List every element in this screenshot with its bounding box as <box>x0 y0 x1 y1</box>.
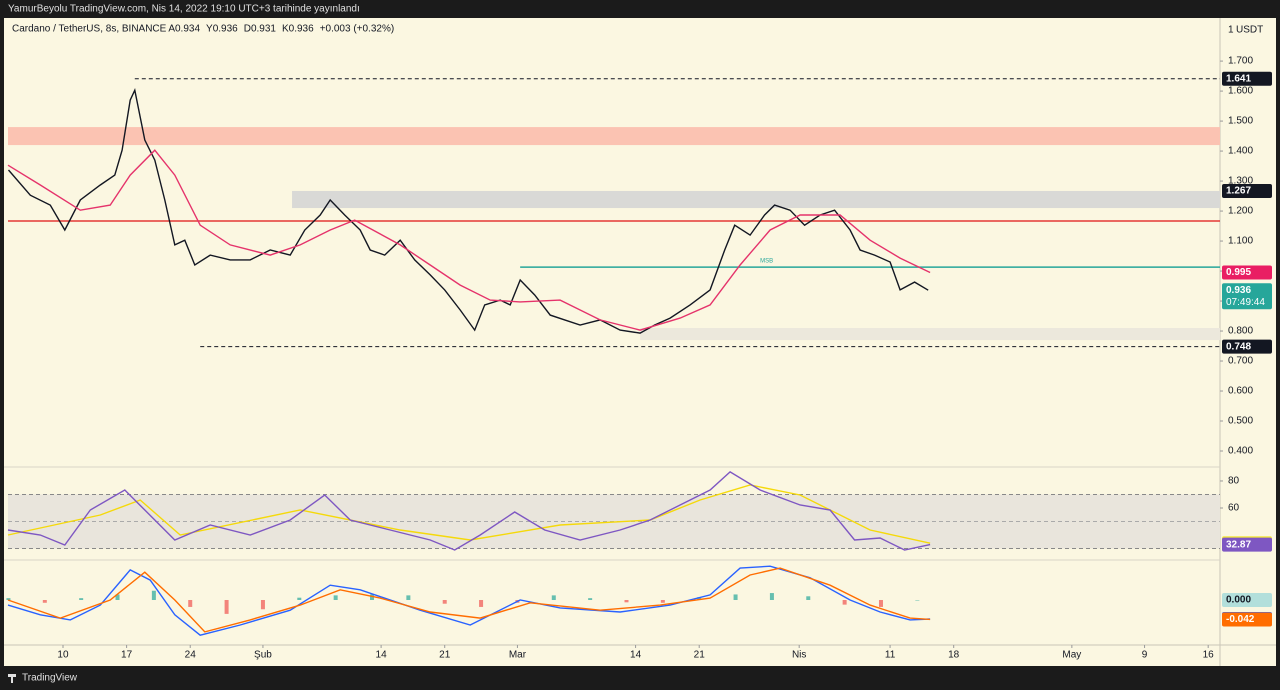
histogram-bar <box>588 598 593 600</box>
x-tick-label: 21 <box>439 650 451 661</box>
ohlc-item: +0.003 (+0.32%) <box>320 24 395 35</box>
histogram-bar <box>224 600 229 614</box>
ohlc-legend: A0.934 Y0.936 D0.931 K0.936 +0.003 (+0.32%) <box>168 24 394 35</box>
histogram-bar <box>806 596 811 600</box>
histogram-bar <box>406 595 411 600</box>
price-label-box <box>1222 339 1272 354</box>
countdown: 07:49:44 <box>1226 297 1265 308</box>
y-tick-label: 0.400 <box>1228 446 1253 457</box>
histogram-last-label-box <box>1222 593 1272 607</box>
histogram-bar <box>551 595 556 600</box>
series-line <box>7 471 931 551</box>
histogram-bar <box>297 597 302 600</box>
x-tick-label: 10 <box>57 650 69 661</box>
x-tick-label: 17 <box>121 650 133 661</box>
histogram-bar <box>442 600 447 604</box>
x-tick-label: Şub <box>254 650 272 661</box>
x-tick-label: 18 <box>948 650 960 661</box>
x-tick-label: 21 <box>694 650 706 661</box>
x-tick-label: Nis <box>792 650 806 661</box>
x-tick-label: 14 <box>630 650 642 661</box>
histogram-bar <box>479 600 484 607</box>
y-tick-label: 1.200 <box>1228 206 1253 217</box>
last-value-label-box <box>1222 537 1272 552</box>
histogram-bar <box>733 594 738 600</box>
histogram-bar <box>624 600 629 603</box>
y-tick-label: 1.300 <box>1228 176 1253 187</box>
x-tick-label: 11 <box>885 650 896 661</box>
x-tick-label: 16 <box>1203 650 1215 661</box>
series-line <box>7 149 931 331</box>
y-tick-label: 80 <box>1228 476 1240 487</box>
histogram-bar <box>115 594 120 600</box>
histogram-bar <box>188 600 193 607</box>
last-value-label-box <box>1222 265 1272 280</box>
chart-background <box>4 18 1276 666</box>
price-label: 1.267 <box>1226 186 1251 197</box>
series-line <box>7 567 931 633</box>
published-note: YamurBeyolu TradingView.com, Nis 14, 202… <box>8 4 360 15</box>
histogram-bar <box>842 600 847 605</box>
histogram-bar <box>79 598 84 600</box>
ohlc-item: A0.934 <box>168 24 200 35</box>
last-value-label: 0.995 <box>1226 267 1251 278</box>
line-note: MSB <box>760 259 773 265</box>
ohlc-item: Y0.936 <box>206 24 238 35</box>
last-value-label: 32.87 <box>1226 539 1251 550</box>
footer-brand: TradingView <box>22 673 78 684</box>
price-zone <box>8 127 1220 146</box>
x-tick-label: 9 <box>1142 650 1148 661</box>
last-value-label-box <box>1222 612 1272 627</box>
histogram-bar <box>6 598 11 600</box>
y-tick-label: 0.800 <box>1228 326 1253 337</box>
y-tick-label: 0.600 <box>1228 386 1253 397</box>
histogram-bar <box>915 600 920 601</box>
symbol-title: Cardano / TetherUS, 8s, BINANCE <box>12 24 167 35</box>
ohlc-item: D0.931 <box>244 24 277 35</box>
last-value-label: -0.042 <box>1226 614 1255 625</box>
histogram-bar <box>697 597 702 600</box>
x-tick-label: May <box>1062 650 1081 661</box>
brand-logo <box>8 674 16 683</box>
y-tick-label: 1.400 <box>1228 146 1253 157</box>
price-zone <box>292 190 1221 209</box>
y-tick-label: 1.600 <box>1228 86 1253 97</box>
histogram-bar <box>260 600 265 610</box>
price-label: 1.641 <box>1226 73 1251 84</box>
y-tick-label: 0.500 <box>1228 416 1253 427</box>
y-tick-label: 60 <box>1228 503 1240 514</box>
last-value-label: 0.936 <box>1226 285 1251 296</box>
histogram-bar <box>151 590 156 600</box>
y-tick-label: 1.500 <box>1228 116 1253 127</box>
ohlc-item: K0.936 <box>282 24 314 35</box>
scale-mode: 1 <box>1228 25 1234 36</box>
histogram-last-label: 0.000 <box>1226 595 1251 606</box>
last-value-label-box <box>1222 283 1272 310</box>
price-zone <box>640 328 1220 341</box>
x-tick-label: 24 <box>185 650 197 661</box>
unit-label: USDT <box>1236 25 1263 36</box>
y-tick-label: 1.700 <box>1228 56 1253 67</box>
histogram-bar <box>660 600 665 603</box>
x-tick-label: Mar <box>509 650 527 661</box>
histogram-bar <box>333 595 338 600</box>
y-tick-label: 1.100 <box>1228 236 1253 247</box>
histogram-bar <box>878 600 883 607</box>
histogram-bar <box>769 593 774 600</box>
x-tick-label: 14 <box>376 650 388 661</box>
histogram-bar <box>42 600 47 603</box>
price-label-box <box>1222 71 1272 86</box>
price-label: 0.748 <box>1226 341 1251 352</box>
histogram-bar <box>370 594 375 600</box>
y-tick-label: 0.700 <box>1228 356 1253 367</box>
price-label-box <box>1222 183 1272 198</box>
series-line <box>7 484 931 544</box>
